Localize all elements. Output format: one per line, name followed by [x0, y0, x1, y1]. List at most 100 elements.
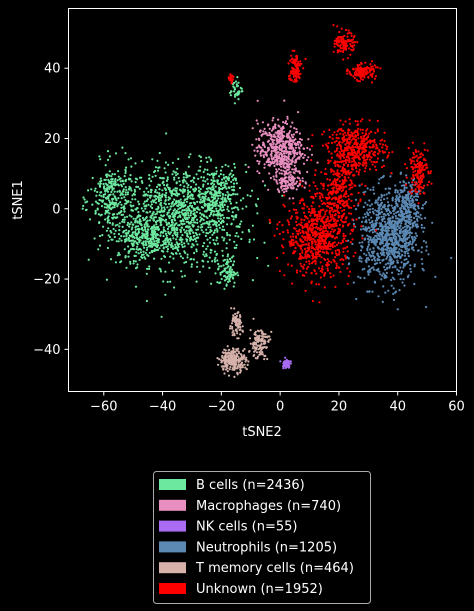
- scatter-point: [259, 154, 262, 157]
- scatter-point: [142, 229, 145, 232]
- scatter-point: [197, 236, 200, 239]
- scatter-point: [263, 127, 266, 130]
- scatter-point: [126, 221, 130, 224]
- scatter-point: [282, 143, 285, 147]
- scatter-point: [396, 191, 399, 194]
- scatter-point: [285, 148, 288, 151]
- scatter-point: [159, 203, 162, 206]
- scatter-point: [312, 209, 315, 212]
- scatter-point: [417, 207, 420, 210]
- scatter-point: [198, 154, 201, 157]
- scatter-point: [405, 212, 408, 215]
- scatter-point: [206, 205, 209, 208]
- scatter-point: [166, 176, 169, 179]
- scatter-point: [299, 231, 302, 234]
- scatter-point: [379, 273, 382, 276]
- scatter-point: [172, 237, 175, 240]
- scatter-point: [296, 142, 299, 145]
- scatter-point: [364, 190, 367, 193]
- scatter-point: [190, 185, 193, 188]
- scatter-point: [208, 266, 211, 269]
- scatter-point: [151, 233, 154, 236]
- scatter-point: [100, 199, 104, 202]
- scatter-point: [206, 182, 210, 185]
- scatter-point: [272, 139, 275, 142]
- scatter-point: [118, 253, 121, 256]
- scatter-point: [114, 224, 117, 227]
- scatter-point: [387, 262, 390, 265]
- scatter-point: [189, 236, 192, 239]
- scatter-point: [289, 360, 292, 363]
- scatter-point: [373, 192, 376, 195]
- scatter-point: [193, 207, 196, 210]
- scatter-point: [267, 188, 270, 191]
- scatter-point: [214, 213, 217, 216]
- scatter-point: [108, 199, 111, 202]
- scatter-point: [411, 183, 414, 186]
- scatter-point: [282, 152, 286, 155]
- scatter-point: [380, 203, 383, 206]
- scatter-point: [278, 129, 281, 132]
- scatter-point: [303, 263, 306, 266]
- scatter-point: [273, 234, 276, 237]
- scatter-point: [407, 215, 410, 219]
- scatter-point: [417, 211, 420, 214]
- scatter-point: [278, 269, 281, 273]
- scatter-point: [147, 245, 151, 248]
- scatter-point: [183, 185, 186, 188]
- scatter-point: [207, 197, 210, 200]
- scatter-point: [421, 262, 424, 265]
- scatter-point: [190, 265, 193, 268]
- scatter-point: [407, 236, 411, 239]
- scatter-point: [261, 133, 265, 136]
- scatter-point: [280, 169, 283, 172]
- scatter-point: [169, 280, 172, 283]
- scatter-point: [239, 333, 242, 336]
- scatter-point: [104, 218, 107, 221]
- scatter-point: [165, 234, 168, 237]
- scatter-point: [216, 179, 219, 182]
- scatter-point: [258, 160, 261, 163]
- scatter-point: [383, 194, 386, 197]
- scatter-point: [200, 223, 203, 226]
- scatter-point: [239, 328, 242, 331]
- scatter-point: [341, 241, 344, 244]
- scatter-point: [276, 142, 279, 145]
- scatter-point: [289, 235, 292, 238]
- scatter-point: [226, 367, 229, 370]
- scatter-point: [387, 201, 390, 204]
- scatter-point: [313, 239, 316, 242]
- scatter-point: [82, 204, 85, 207]
- scatter-point: [219, 194, 222, 197]
- scatter-point: [130, 248, 133, 251]
- scatter-point: [272, 175, 275, 178]
- scatter-point: [142, 240, 145, 243]
- scatter-point: [322, 187, 325, 190]
- scatter-point: [284, 356, 287, 359]
- scatter-point: [188, 209, 191, 212]
- scatter-point: [409, 264, 412, 267]
- scatter-point: [256, 122, 259, 125]
- scatter-point: [177, 176, 180, 180]
- scatter-point: [399, 255, 402, 258]
- scatter-point: [144, 236, 147, 239]
- scatter-point: [214, 190, 217, 193]
- scatter-point: [338, 223, 341, 226]
- scatter-point: [299, 181, 302, 184]
- scatter-point: [202, 253, 205, 256]
- scatter-point: [398, 239, 401, 242]
- scatter-point: [235, 314, 238, 318]
- scatter-point: [158, 151, 161, 155]
- scatter-point: [102, 195, 105, 199]
- scatter-point: [87, 189, 90, 192]
- scatter-point: [149, 227, 153, 230]
- scatter-point: [94, 209, 97, 212]
- scatter-point: [159, 220, 162, 224]
- scatter-point: [255, 347, 258, 350]
- scatter-point: [161, 243, 164, 247]
- scatter-point: [117, 175, 120, 178]
- scatter-point: [185, 207, 188, 210]
- scatter-point: [144, 251, 147, 254]
- scatter-point: [232, 347, 235, 350]
- scatter-point: [415, 226, 419, 229]
